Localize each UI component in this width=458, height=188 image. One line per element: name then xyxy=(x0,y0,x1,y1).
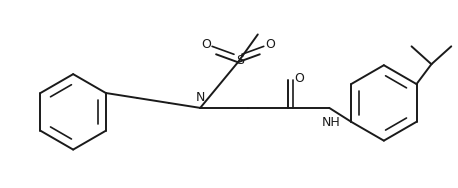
Text: N: N xyxy=(196,91,205,104)
Text: O: O xyxy=(265,38,275,51)
Text: O: O xyxy=(294,72,305,85)
Text: O: O xyxy=(201,38,211,51)
Text: S: S xyxy=(236,54,244,67)
Text: NH: NH xyxy=(322,116,341,129)
